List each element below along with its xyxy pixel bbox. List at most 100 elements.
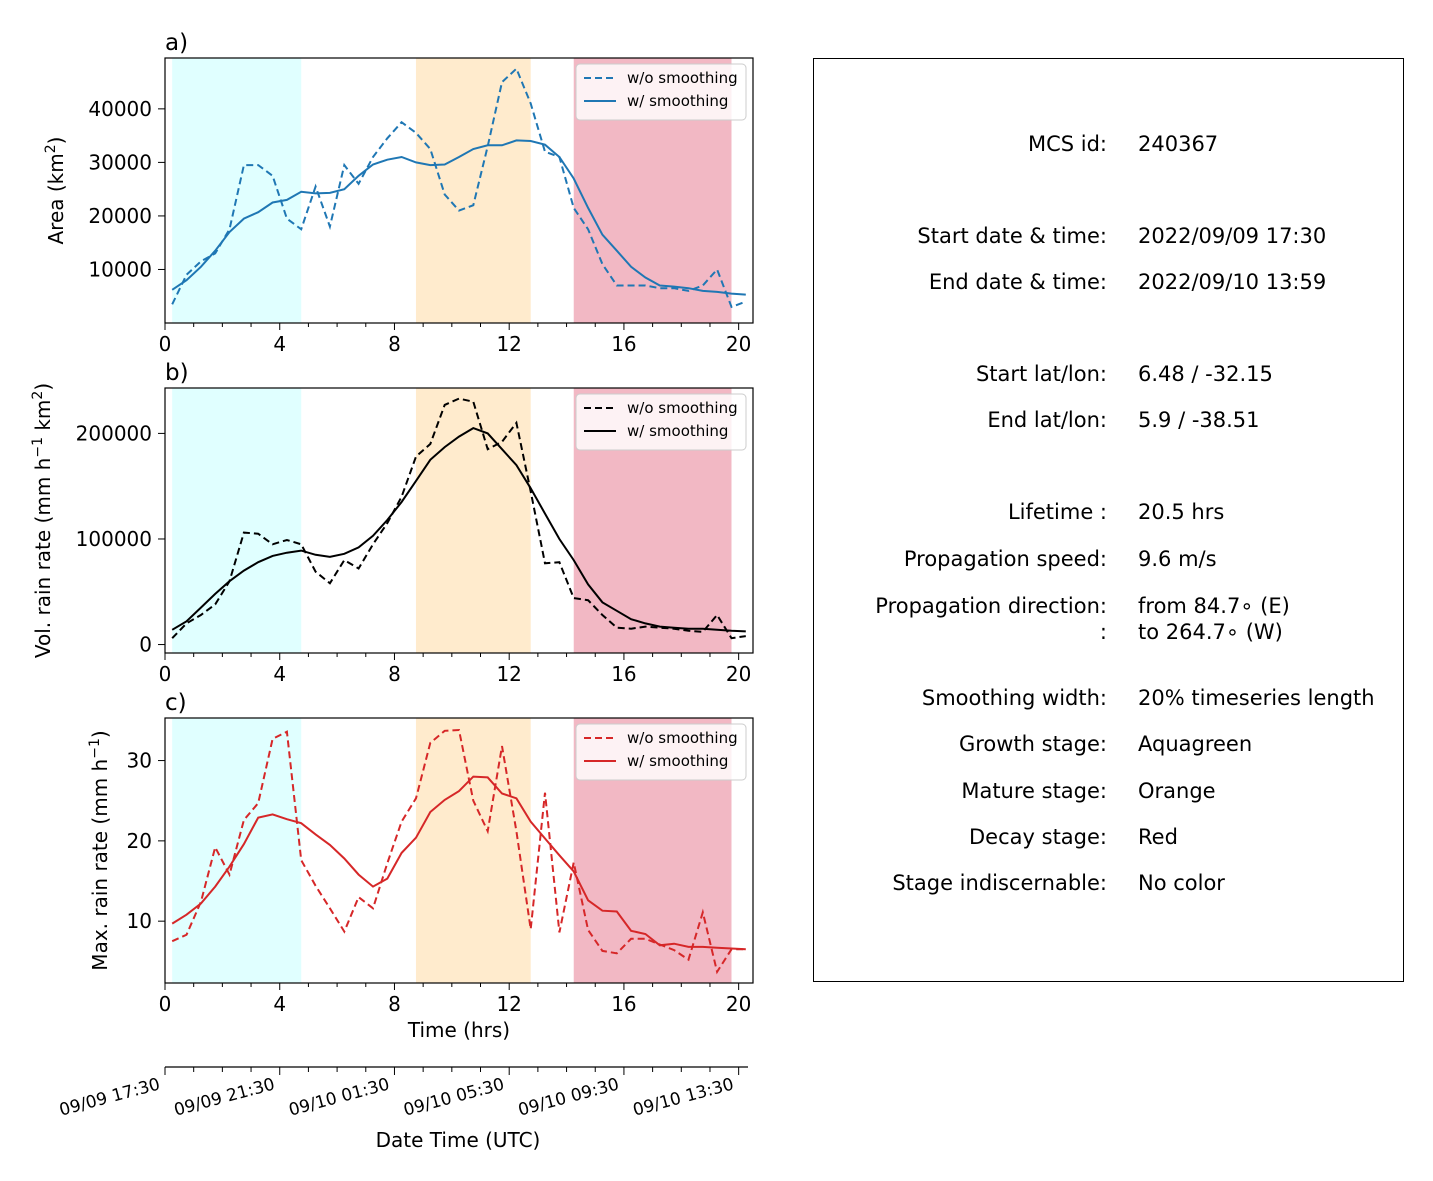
date-tick-label: 09/10 09:30 bbox=[516, 1075, 621, 1121]
y-axis-label-sup: 2 bbox=[43, 144, 59, 153]
legend-entry: w/o smoothing bbox=[627, 399, 738, 417]
info-label: Stage indiscernable: bbox=[892, 871, 1107, 895]
y-axis-label-part: ) bbox=[88, 730, 112, 738]
x-tick-label: 20 bbox=[726, 662, 751, 686]
info-label: End lat/lon: bbox=[987, 408, 1107, 432]
date-tick-label: 09/10 01:30 bbox=[287, 1075, 392, 1121]
series-line-raw bbox=[171, 66, 747, 309]
chart-panel-c: 0 4 8 12 16 20 10 20 30 c) Max. rain rate (mm h−1)… bbox=[87, 690, 754, 1042]
info-value: 5.9 / -38.51 bbox=[1138, 408, 1260, 432]
series-line-smooth bbox=[171, 139, 746, 296]
info-label: Smoothing width: bbox=[921, 686, 1107, 710]
x-tick-label: 0 bbox=[159, 332, 172, 356]
y-axis-label-part: ) bbox=[44, 137, 68, 145]
y-axis-label: Max. rain rate (mm h−1) bbox=[87, 730, 112, 970]
x-tick-label: 8 bbox=[388, 332, 401, 356]
info-value: 20.5 hrs bbox=[1138, 500, 1225, 524]
info-label: : bbox=[1099, 620, 1107, 644]
stage-band-growth bbox=[172, 718, 302, 983]
x-tick-label: 12 bbox=[496, 662, 521, 686]
x-tick-label: 20 bbox=[726, 332, 751, 356]
stage-band-mature bbox=[415, 58, 531, 323]
legend-entry: w/o smoothing bbox=[627, 729, 738, 747]
legend-box bbox=[575, 723, 747, 781]
info-value: 2022/09/09 17:30 bbox=[1138, 224, 1327, 248]
info-label: Growth stage: bbox=[958, 732, 1107, 756]
info-value: 240367 bbox=[1138, 132, 1219, 156]
info-label: Lifetime : bbox=[1007, 500, 1107, 524]
info-value: No color bbox=[1138, 871, 1225, 895]
x-tick-label: 0 bbox=[159, 662, 172, 686]
y-axis-label-part: km bbox=[31, 400, 55, 437]
info-value: 20% timeseries length bbox=[1138, 686, 1375, 710]
info-value: 2022/09/10 13:59 bbox=[1138, 270, 1327, 294]
info-value: Aquagreen bbox=[1138, 732, 1253, 756]
date-tick-label: 09/10 13:30 bbox=[631, 1075, 736, 1121]
legend-entry: w/ smoothing bbox=[627, 92, 728, 110]
y-tick-label: 200000 bbox=[76, 421, 152, 445]
date-tick-label: 09/09 21:30 bbox=[172, 1075, 277, 1121]
info-value: 9.6 m/s bbox=[1138, 547, 1217, 571]
stage-band-growth bbox=[172, 58, 302, 323]
x-tick-label: 16 bbox=[611, 662, 636, 686]
y-axis-label-part: Max. rain rate (mm h bbox=[88, 759, 112, 971]
x-tick-label: 12 bbox=[496, 332, 521, 356]
legend: w/o smoothing w/ smoothing bbox=[575, 63, 747, 121]
y-axis-label: Area (km2) bbox=[43, 137, 68, 245]
x-tick-label: 4 bbox=[273, 662, 286, 686]
y-tick-label: 40000 bbox=[88, 97, 152, 121]
info-label: Start date & time: bbox=[917, 224, 1107, 248]
info-label: Decay stage: bbox=[969, 825, 1107, 849]
y-axis-label-sup: −1 bbox=[30, 437, 46, 458]
legend-entry: w/ smoothing bbox=[627, 752, 728, 770]
axes-frame bbox=[164, 717, 754, 984]
stage-band-growth bbox=[172, 388, 302, 653]
y-axis-label-part: Vol. rain rate (mm h bbox=[31, 458, 55, 659]
y-axis-label-part: ) bbox=[31, 383, 55, 391]
y-tick-label: 20 bbox=[127, 829, 152, 853]
series-line-raw bbox=[171, 728, 746, 975]
axes-frame bbox=[164, 387, 754, 654]
date-tick-label: 09/10 05:30 bbox=[401, 1075, 506, 1121]
chart-panel-b: 0 4 8 12 16 20 0 100000 200000 b) Vol. rain rate (… bbox=[30, 360, 754, 686]
x-tick-label: 20 bbox=[726, 992, 751, 1016]
info-label: Mature stage: bbox=[961, 779, 1107, 803]
x-tick-label: 4 bbox=[273, 992, 286, 1016]
x-tick-label: 8 bbox=[388, 992, 401, 1016]
y-tick-label: 30 bbox=[127, 749, 152, 773]
chart-panel-a: 0 4 8 12 16 20 10000 20000 30000 40000 a) Area (km2… bbox=[43, 30, 754, 356]
x-axis-label: Time (hrs) bbox=[407, 1018, 510, 1042]
date-axis: 09/09 17:30 09/09 21:30 09/10 01:30 09/10 0… bbox=[57, 1066, 748, 1152]
y-tick-label: 20000 bbox=[88, 204, 152, 228]
x-tick-label: 16 bbox=[611, 332, 636, 356]
series-line-raw bbox=[171, 397, 746, 640]
legend: w/o smoothing w/ smoothing bbox=[575, 393, 747, 451]
axes-frame bbox=[164, 57, 754, 324]
panel-label: a) bbox=[165, 30, 188, 56]
y-tick-label: 10 bbox=[127, 909, 152, 933]
stage-band-mature bbox=[415, 718, 531, 983]
info-label: End date & time: bbox=[928, 270, 1107, 294]
series-line-smooth bbox=[171, 775, 746, 951]
x-tick-label: 12 bbox=[496, 992, 521, 1016]
panel-label: b) bbox=[165, 360, 189, 386]
info-value: to 264.7∘ (W) bbox=[1138, 620, 1283, 644]
info-value: Orange bbox=[1138, 779, 1216, 803]
info-value: from 84.7∘ (E) bbox=[1138, 594, 1290, 618]
y-tick-label: 0 bbox=[139, 633, 152, 657]
info-value: Red bbox=[1138, 825, 1178, 849]
y-tick-label: 100000 bbox=[76, 527, 152, 551]
y-axis-label-sup: 2 bbox=[30, 391, 46, 400]
date-tick-label: 09/09 17:30 bbox=[57, 1075, 162, 1121]
y-axis-label-sup: −1 bbox=[87, 738, 103, 759]
legend-entry: w/ smoothing bbox=[627, 422, 728, 440]
legend: w/o smoothing w/ smoothing bbox=[575, 723, 747, 781]
x-tick-label: 0 bbox=[159, 992, 172, 1016]
info-value: 6.48 / -32.15 bbox=[1138, 362, 1273, 386]
info-label: Propagation speed: bbox=[903, 547, 1107, 571]
info-label: Start lat/lon: bbox=[975, 362, 1107, 386]
legend-entry: w/o smoothing bbox=[627, 69, 738, 87]
panel-label: c) bbox=[165, 690, 187, 716]
info-label: MCS id: bbox=[1027, 132, 1107, 156]
